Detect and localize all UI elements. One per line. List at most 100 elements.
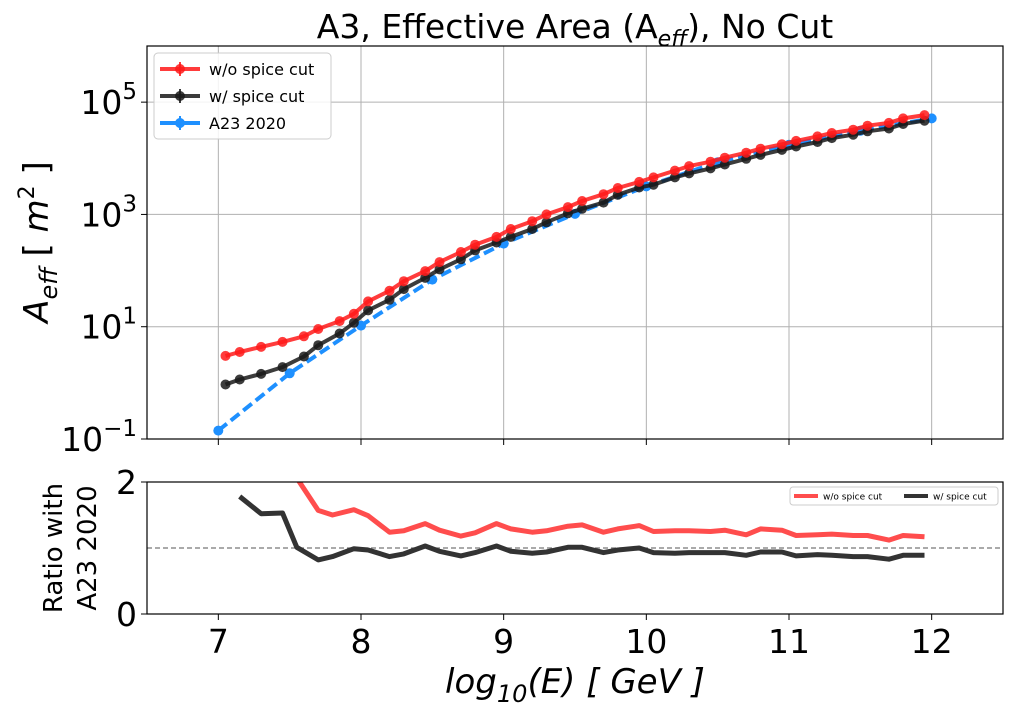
data-point xyxy=(826,128,837,138)
data-point xyxy=(348,317,359,328)
bottom-y-axis-label-line2: A23 2020 xyxy=(73,485,103,610)
ratio-line-0 xyxy=(296,482,925,543)
data-point xyxy=(669,165,680,176)
data-point xyxy=(363,305,374,316)
top-y-tick-labels: 10−1 101 103 105 xyxy=(61,79,147,459)
data-point xyxy=(776,139,787,150)
x-tick-label: 10 xyxy=(625,622,667,661)
data-point xyxy=(398,276,409,287)
data-point xyxy=(363,296,374,307)
x-tick-label: 8 xyxy=(351,622,372,661)
data-point xyxy=(384,285,395,296)
ratio-line-1 xyxy=(238,494,925,563)
data-point xyxy=(298,351,309,362)
bottom-y-tick-label: 2 xyxy=(116,463,137,502)
data-point xyxy=(313,340,324,351)
top-y-tick-label: 103 xyxy=(80,191,137,234)
chart-title: A3, Effective Area (Aeff), No Cut xyxy=(317,7,834,52)
bottom-plot-frame xyxy=(146,481,1004,615)
data-point xyxy=(741,147,752,158)
data-point xyxy=(234,374,245,385)
series-line-1 xyxy=(224,118,925,387)
legend-label-ratio-wo-spice: w/o spice cut xyxy=(823,493,883,503)
data-point xyxy=(455,247,466,257)
data-point xyxy=(862,120,873,131)
data-point xyxy=(848,124,859,135)
data-point xyxy=(398,284,409,295)
legend-label-ratio-w-spice: w/ spice cut xyxy=(933,493,987,503)
data-point xyxy=(648,172,659,183)
x-axis-label: log10(E) [ GeV ] xyxy=(445,662,705,708)
bottom-legend: w/o spice cut w/ spice cut xyxy=(789,486,999,506)
data-point xyxy=(577,196,588,206)
data-point xyxy=(213,425,224,436)
top-y-tick-label: 10−1 xyxy=(61,416,137,459)
data-point xyxy=(505,224,516,234)
bottom-x-ticks: 7 8 9 10 11 12 xyxy=(208,614,953,661)
data-point xyxy=(505,231,516,242)
legend-entry-wo-spice: w/o spice cut xyxy=(160,60,314,79)
series-line-0 xyxy=(224,113,925,358)
data-point xyxy=(220,350,231,361)
data-point xyxy=(705,156,716,167)
data-point xyxy=(527,216,538,227)
data-point xyxy=(577,203,588,214)
data-point xyxy=(420,266,431,277)
data-point xyxy=(634,176,645,187)
data-point xyxy=(298,331,309,342)
data-point xyxy=(334,328,345,339)
legend-label-a23: A23 2020 xyxy=(209,114,286,133)
bottom-y-tick-label: 0 xyxy=(116,595,137,634)
legend-entry-w-spice: w/ spice cut xyxy=(160,87,304,106)
series-line-2 xyxy=(217,116,933,433)
data-point xyxy=(755,143,766,154)
bottom-series xyxy=(238,482,925,563)
data-point xyxy=(348,308,359,319)
data-point xyxy=(277,336,288,347)
data-point xyxy=(883,117,894,128)
top-y-tick-label: 101 xyxy=(80,304,137,347)
data-point xyxy=(648,179,659,190)
data-point xyxy=(256,368,267,379)
data-point xyxy=(598,197,609,208)
bottom-y-ticks: 02 xyxy=(116,463,147,634)
data-point xyxy=(527,224,538,234)
data-point xyxy=(491,231,502,242)
top-x-ticks xyxy=(217,439,933,445)
top-series xyxy=(213,110,937,436)
data-point xyxy=(434,257,445,268)
data-point xyxy=(313,324,324,334)
data-point xyxy=(334,316,345,327)
data-point xyxy=(434,264,445,275)
data-point xyxy=(791,135,802,146)
data-point xyxy=(598,189,609,200)
top-plot-frame xyxy=(146,45,1004,440)
data-point xyxy=(455,254,466,265)
legend-entry-ratio-wo-spice: w/o spice cut xyxy=(794,493,883,503)
x-tick-label: 11 xyxy=(768,622,810,661)
data-point xyxy=(470,239,481,250)
data-point xyxy=(384,294,395,305)
legend-label-wo-spice: w/o spice cut xyxy=(209,60,314,79)
data-point xyxy=(684,168,695,179)
bottom-y-axis-label: Ratio with xyxy=(39,483,69,613)
data-point xyxy=(541,209,552,220)
x-tick-label: 12 xyxy=(911,622,953,661)
x-tick-label: 7 xyxy=(208,622,229,661)
data-point xyxy=(562,202,573,213)
data-point xyxy=(256,341,267,352)
data-point xyxy=(898,113,909,124)
x-tick-label: 9 xyxy=(493,622,514,661)
legend-label-w-spice: w/ spice cut xyxy=(209,87,304,106)
data-point xyxy=(812,131,823,142)
legend-entry-ratio-w-spice: w/ spice cut xyxy=(904,493,987,503)
data-point xyxy=(541,217,552,228)
data-point xyxy=(234,347,245,357)
top-y-axis-label: Aeff [ m2 ] xyxy=(15,161,63,324)
data-point xyxy=(612,183,623,193)
data-point xyxy=(220,379,231,390)
data-point xyxy=(919,110,930,121)
data-point xyxy=(284,368,295,379)
data-point xyxy=(684,161,695,172)
